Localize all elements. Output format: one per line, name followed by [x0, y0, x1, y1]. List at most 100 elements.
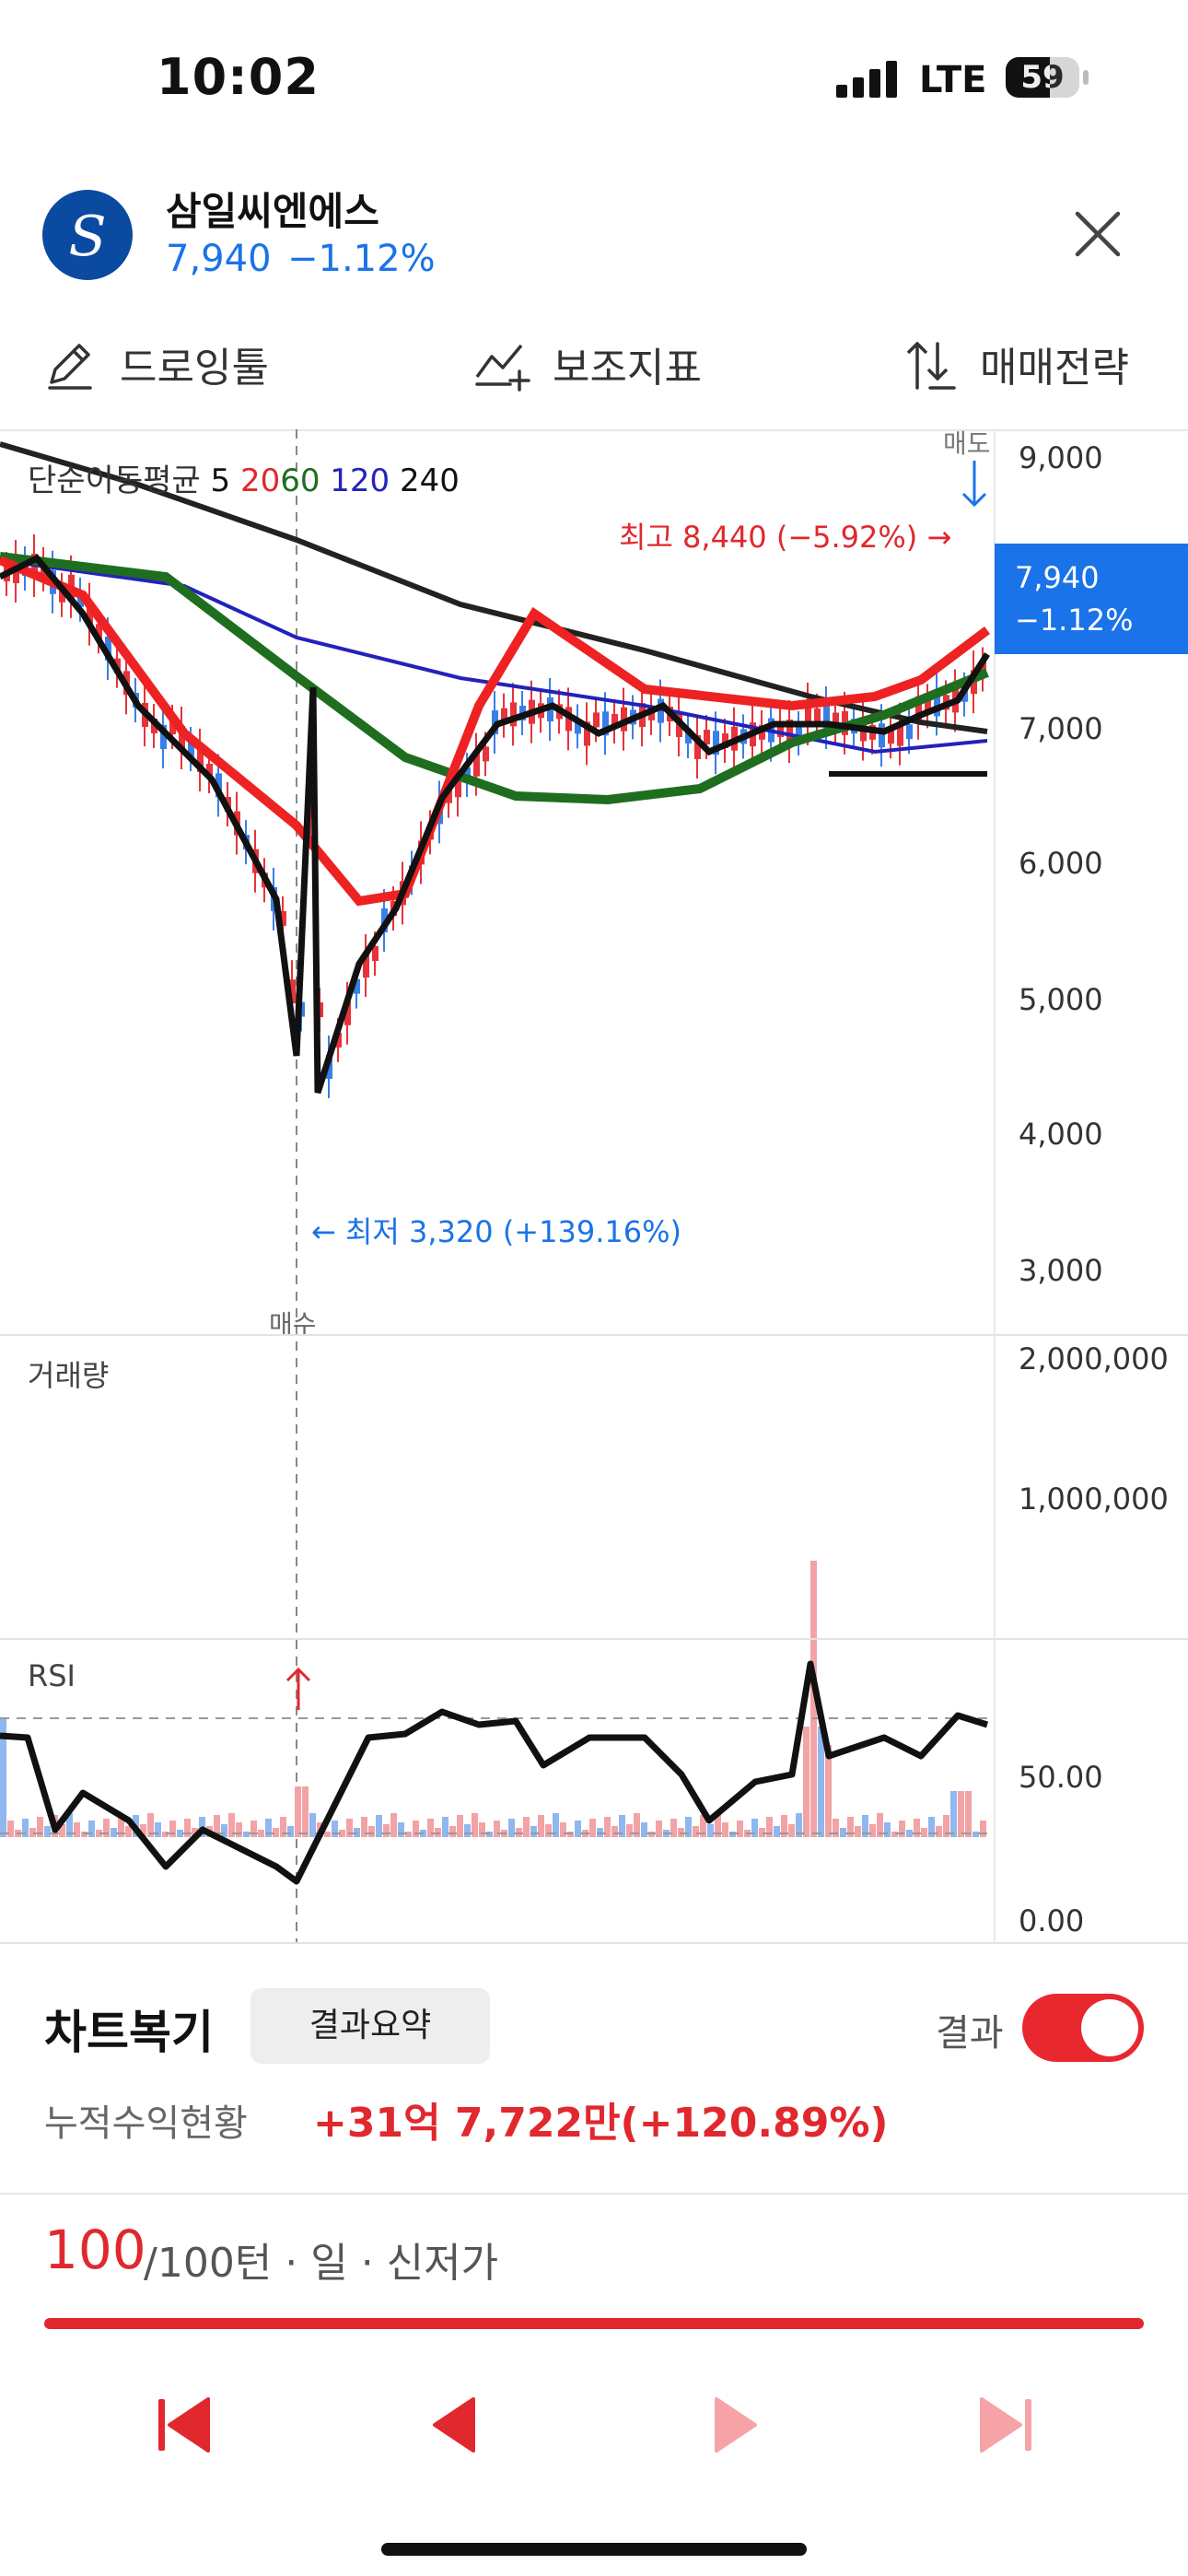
buy-marker-label: 매수	[269, 1309, 317, 1340]
battery-level: 59	[1020, 59, 1065, 96]
volume-bar	[914, 1819, 920, 1837]
volume-bar	[611, 1826, 618, 1837]
ma20-legend: 20	[239, 463, 281, 499]
volume-bar	[88, 1821, 95, 1837]
ma120-legend: 120	[330, 463, 390, 499]
volume-bar	[751, 1819, 758, 1837]
volume-bar	[398, 1822, 404, 1837]
volume-bar	[707, 1824, 714, 1837]
volume-bar	[457, 1815, 463, 1837]
volume-bar	[862, 1815, 868, 1837]
trading-strategy-button[interactable]: 매매전략	[903, 332, 1129, 396]
candle-body	[372, 946, 379, 961]
volume-bar	[339, 1830, 345, 1837]
candle-body	[915, 696, 922, 720]
volume-bar	[685, 1817, 692, 1837]
volume-bar	[479, 1822, 485, 1837]
volume-bar	[169, 1821, 176, 1837]
volume-bar	[921, 1828, 927, 1837]
indicators-label: 보조지표	[553, 345, 702, 392]
volume-bar	[243, 1832, 250, 1837]
volume-bar	[295, 1786, 301, 1837]
drawing-tool-button[interactable]: 드로잉툴	[42, 332, 269, 396]
candle-body	[169, 720, 176, 734]
volume-bar	[376, 1815, 382, 1837]
ma5-line	[0, 554, 990, 1095]
volume-bar	[928, 1817, 935, 1837]
volume-bar	[847, 1817, 854, 1837]
candle-body	[704, 730, 710, 744]
candle-body	[446, 788, 452, 803]
result-toggle[interactable]	[1022, 1994, 1144, 2062]
candle-body	[289, 979, 296, 1004]
volume-bar	[0, 1717, 6, 1837]
candle-body	[363, 954, 369, 978]
indicators-button[interactable]: 보조지표	[473, 332, 702, 396]
skip-to-end-icon[interactable]	[969, 2388, 1042, 2462]
candle-body	[160, 725, 167, 749]
volume-bar	[833, 1819, 839, 1837]
volume-bar	[589, 1819, 596, 1837]
price-axis-label: 9,000	[1019, 440, 1103, 475]
volume-bar	[619, 1815, 625, 1837]
previous-icon[interactable]	[416, 2388, 490, 2462]
candle-body	[694, 735, 701, 759]
volume-bar	[66, 1813, 73, 1837]
volume-bar	[96, 1830, 102, 1837]
rsi-axis-label: 50.00	[1019, 1760, 1103, 1795]
volume-bar	[641, 1822, 647, 1837]
candle-body	[786, 720, 793, 744]
volume-bar	[273, 1828, 279, 1837]
candle-body	[805, 702, 811, 726]
volume-bar	[37, 1817, 43, 1837]
skip-to-start-icon[interactable]	[147, 2388, 221, 2462]
volume-bar	[29, 1828, 36, 1837]
candle-body	[179, 726, 185, 750]
volume-bar	[759, 1828, 765, 1837]
candle-body	[602, 711, 609, 736]
candle-body	[814, 708, 821, 723]
result-summary-button[interactable]: 결과요약	[250, 1988, 490, 2064]
candle-body	[833, 712, 839, 728]
volume-bar	[936, 1826, 942, 1837]
volume-bar	[265, 1819, 272, 1837]
volume-bar	[899, 1821, 905, 1837]
price-chart[interactable]	[0, 429, 1188, 1944]
volume-bar	[221, 1824, 227, 1837]
candle-body	[685, 729, 692, 744]
volume-bar	[103, 1819, 110, 1837]
close-icon[interactable]	[1068, 205, 1127, 263]
toolbar-divider	[0, 429, 1188, 431]
volume-bar	[553, 1813, 559, 1837]
volume-bar	[442, 1817, 448, 1837]
volume-label: 거래량	[28, 1358, 110, 1393]
sort-arrows-icon	[906, 342, 956, 390]
volume-bar	[140, 1824, 146, 1837]
candle-body	[317, 1002, 323, 1017]
rsi-divider	[0, 1638, 1188, 1640]
next-icon[interactable]	[700, 2388, 774, 2462]
ma-legend: 단순이동평균 5 2060 120 240	[28, 455, 460, 500]
volume-bar	[192, 1828, 198, 1837]
high-annotation: 최고 8,440 (−5.92%) →	[619, 520, 952, 555]
battery-tip	[1083, 70, 1089, 85]
candle-body	[483, 746, 489, 762]
candle-body	[879, 723, 885, 748]
rsi-axis-label: 0.00	[1019, 1903, 1085, 1938]
volume-bar	[228, 1813, 235, 1837]
volume-bar	[427, 1819, 434, 1837]
volume-bar	[472, 1813, 478, 1837]
volume-bar	[803, 1727, 809, 1837]
ma120-line	[0, 558, 988, 755]
volume-bar	[737, 1821, 743, 1837]
cumulative-profit-value: +31억 7,722만(+120.89%)	[313, 2100, 889, 2147]
sell-marker-label: 매도	[943, 428, 991, 459]
volume-bar	[523, 1817, 530, 1837]
low-annotation: ← 최저 3,320 (+139.16%)	[311, 1214, 681, 1249]
volume-bar	[22, 1819, 29, 1837]
toggle-knob	[1081, 1999, 1138, 2056]
volume-bar	[634, 1813, 640, 1837]
volume-bar	[368, 1826, 375, 1837]
volume-bar	[155, 1822, 161, 1837]
battery-icon: 59	[1006, 57, 1079, 98]
